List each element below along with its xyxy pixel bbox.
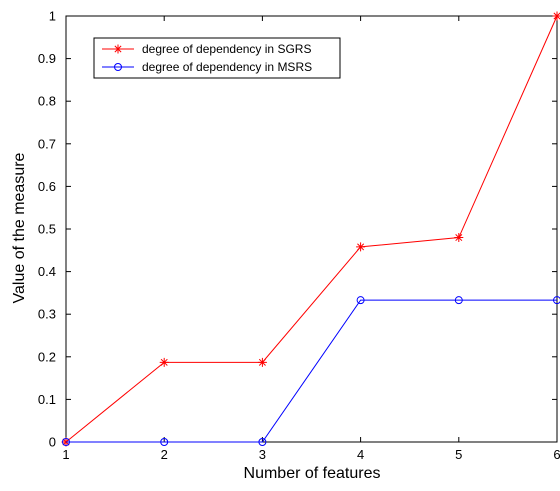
y-tick-label: 0.9 (38, 51, 56, 66)
legend: degree of dependency in SGRS degree of de… (94, 38, 340, 78)
x-tick-label: 3 (259, 447, 266, 462)
x-tick-label: 2 (161, 447, 168, 462)
x-tick-label: 6 (553, 447, 560, 462)
asterisk-marker-shape (356, 242, 365, 251)
y-tick-label: 1 (49, 9, 56, 24)
data-point (356, 242, 365, 251)
y-axis-label: Value of the measure (11, 152, 28, 303)
data-point (258, 358, 267, 367)
y-tick-label: 0.8 (38, 94, 56, 109)
series-line (66, 16, 557, 442)
asterisk-marker-shape (114, 45, 123, 54)
asterisk-marker-shape (258, 358, 267, 367)
data-point (553, 12, 560, 21)
data-point (160, 358, 169, 367)
data-point (454, 233, 463, 242)
series-line (66, 300, 557, 442)
x-tick-label: 5 (455, 447, 462, 462)
asterisk-marker-shape (553, 12, 560, 21)
asterisk-marker-shape (454, 233, 463, 242)
series-2 (63, 297, 560, 446)
y-tick-label: 0.5 (38, 222, 56, 237)
y-tick-label: 0.3 (38, 307, 56, 322)
legend-marker (114, 45, 123, 54)
y-tick-label: 0.2 (38, 349, 56, 364)
y-tick-label: 0 (49, 435, 56, 450)
legend-label: degree of dependency in MSRS (142, 60, 312, 74)
legend-label: degree of dependency in SGRS (142, 42, 311, 56)
asterisk-marker-shape (160, 358, 169, 367)
y-tick-label: 0.4 (38, 264, 56, 279)
y-tick-label: 0.7 (38, 136, 56, 151)
plot-frame (66, 16, 557, 442)
x-axis-label: Number of features (244, 465, 381, 482)
y-tick-label: 0.1 (38, 392, 56, 407)
y-tick-label: 0.6 (38, 179, 56, 194)
x-tick-label: 4 (357, 447, 364, 462)
x-tick-label: 1 (62, 447, 69, 462)
